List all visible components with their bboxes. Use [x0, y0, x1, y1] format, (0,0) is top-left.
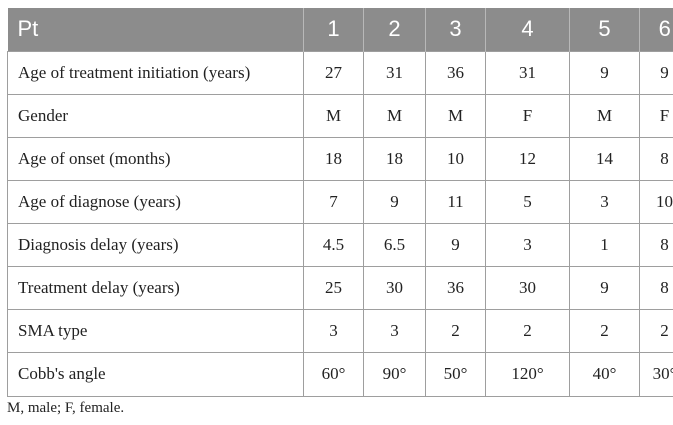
- table-cell: 6.5: [363, 222, 426, 267]
- row-label: SMA type: [7, 308, 304, 353]
- table-row: Age of diagnose (years) 7 9 11 5 3 10: [7, 179, 673, 224]
- patient-table: Pt 1 2 3 4 5 6 Age of treatment initiati…: [7, 8, 673, 397]
- table-row: Cobb's angle 60° 90° 50° 120° 40° 30°: [7, 351, 673, 397]
- table-cell: M: [363, 93, 426, 138]
- table-row: Age of treatment initiation (years) 27 3…: [7, 50, 673, 95]
- row-label: Age of treatment initiation (years): [7, 50, 304, 95]
- header-cell-4: 4: [485, 8, 570, 51]
- table-cell: 2: [425, 308, 486, 353]
- header-cell-5: 5: [569, 8, 640, 51]
- table-cell: 3: [303, 308, 364, 353]
- table-cell: 50°: [425, 351, 486, 397]
- table-cell: 9: [569, 50, 640, 95]
- table-cell: 36: [425, 265, 486, 310]
- table-row: SMA type 3 3 2 2 2 2: [7, 308, 673, 353]
- table-cell: 9: [363, 179, 426, 224]
- table-cell: M: [303, 93, 364, 138]
- table-cell: F: [639, 93, 673, 138]
- table-cell: 36: [425, 50, 486, 95]
- table-body: Age of treatment initiation (years) 27 3…: [7, 50, 673, 397]
- table-cell: 3: [569, 179, 640, 224]
- table-cell: 8: [639, 136, 673, 181]
- table-cell: 60°: [303, 351, 364, 397]
- row-label: Cobb's angle: [7, 351, 304, 397]
- table-cell: 8: [639, 222, 673, 267]
- table-cell: 30: [485, 265, 570, 310]
- table-footnote: M, male; F, female.: [7, 400, 125, 416]
- header-cell-1: 1: [303, 8, 364, 51]
- table-cell: 120°: [485, 351, 570, 397]
- table-row: Age of onset (months) 18 18 10 12 14 8: [7, 136, 673, 181]
- table-cell: 12: [485, 136, 570, 181]
- table-cell: 9: [569, 265, 640, 310]
- table-cell: F: [485, 93, 570, 138]
- table-cell: 3: [485, 222, 570, 267]
- table-cell: 5: [485, 179, 570, 224]
- table-cell: M: [569, 93, 640, 138]
- header-row: Pt 1 2 3 4 5 6: [7, 8, 673, 51]
- table-header: Pt 1 2 3 4 5 6: [7, 8, 673, 51]
- table-row: Treatment delay (years) 25 30 36 30 9 8: [7, 265, 673, 310]
- table-cell: 11: [425, 179, 486, 224]
- table-row: Diagnosis delay (years) 4.5 6.5 9 3 1 8: [7, 222, 673, 267]
- header-cell-2: 2: [363, 8, 426, 51]
- table-cell: 30°: [639, 351, 673, 397]
- table-cell: 10: [639, 179, 673, 224]
- table-cell: 90°: [363, 351, 426, 397]
- row-label: Gender: [7, 93, 304, 138]
- header-cell-pt: Pt: [17, 16, 39, 42]
- row-label: Age of diagnose (years): [7, 179, 304, 224]
- table-cell: 27: [303, 50, 364, 95]
- row-label: Age of onset (months): [7, 136, 304, 181]
- header-cell-3: 3: [425, 8, 486, 51]
- row-label: Treatment delay (years): [7, 265, 304, 310]
- table-cell: 40°: [569, 351, 640, 397]
- table-cell: 18: [363, 136, 426, 181]
- table-cell: 8: [639, 265, 673, 310]
- table-cell: 18: [303, 136, 364, 181]
- table-cell: 14: [569, 136, 640, 181]
- table-cell: 4.5: [303, 222, 364, 267]
- table-cell: 9: [425, 222, 486, 267]
- table-cell: M: [425, 93, 486, 138]
- table-cell: 1: [569, 222, 640, 267]
- table-cell: 31: [485, 50, 570, 95]
- table-cell: 25: [303, 265, 364, 310]
- table-row: Gender M M M F M F: [7, 93, 673, 138]
- table-cell: 2: [485, 308, 570, 353]
- table-cell: 7: [303, 179, 364, 224]
- table-cell: 9: [639, 50, 673, 95]
- table-cell: 2: [569, 308, 640, 353]
- table-cell: 30: [363, 265, 426, 310]
- table-cell: 10: [425, 136, 486, 181]
- table-cell: 31: [363, 50, 426, 95]
- table-cell: 2: [639, 308, 673, 353]
- table-cell: 3: [363, 308, 426, 353]
- row-label: Diagnosis delay (years): [7, 222, 304, 267]
- header-cell-6: 6: [639, 8, 673, 51]
